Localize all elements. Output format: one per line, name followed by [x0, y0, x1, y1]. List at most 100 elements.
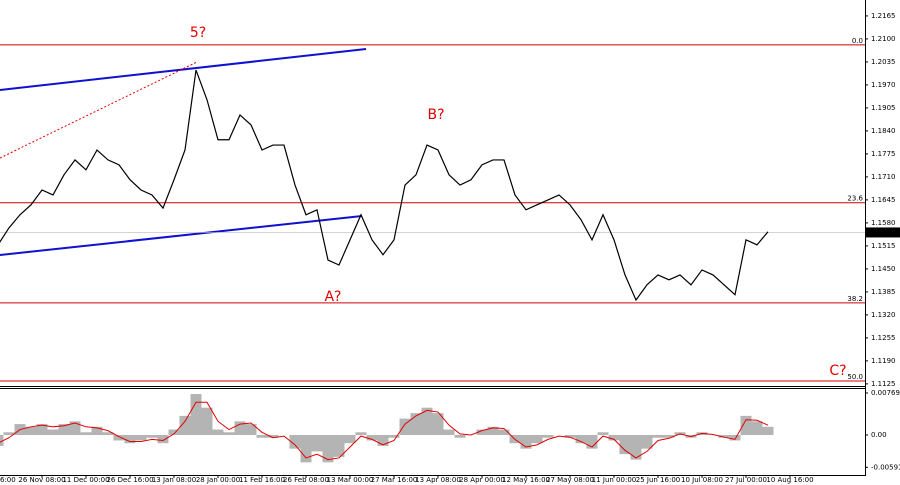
histogram-bar	[410, 413, 422, 436]
histogram-bar	[113, 435, 125, 441]
x-tick-label: 13 Jan 08:00	[152, 476, 196, 484]
histogram-bar	[146, 435, 158, 438]
histogram-bar	[421, 407, 433, 436]
y-tick-label: 1.1125	[871, 380, 896, 388]
y-tick-label: 1.1905	[871, 104, 896, 112]
histogram-bar	[234, 421, 246, 436]
x-tick-label: 28 Jan 00:00	[196, 476, 240, 484]
histogram-bar	[124, 435, 136, 444]
x-tick-label: 27 May 08:00	[546, 476, 594, 484]
histogram-bar	[157, 435, 169, 444]
histogram-bar	[388, 435, 400, 438]
histogram-bar	[25, 426, 37, 436]
histogram-bar	[729, 435, 741, 441]
histogram-bar	[608, 435, 620, 441]
x-tick-label: 11 Dec 00:00	[62, 476, 109, 484]
y-tick-label: -0.00591	[871, 463, 900, 471]
y-tick-label: 1.1190	[871, 357, 896, 365]
histogram-bar	[168, 429, 180, 436]
histogram-bar	[300, 435, 312, 463]
histogram-bar	[135, 435, 147, 441]
y-tick-label: 1.1970	[871, 81, 896, 89]
x-tick-label: 26 Nov 08:00	[18, 476, 65, 484]
level-label: 23.6	[847, 195, 863, 203]
price-line	[0, 69, 769, 302]
x-tick-label: 6:00	[0, 476, 16, 484]
histogram-bar	[190, 394, 202, 436]
histogram-bar	[289, 435, 301, 449]
histogram-bar	[245, 424, 257, 436]
histogram-bar	[740, 415, 752, 436]
signal-line	[0, 401, 769, 461]
level-label: 38.2	[847, 295, 863, 303]
histogram-bar	[399, 418, 411, 436]
x-tick-label: 10 Jul 08:00	[681, 476, 723, 484]
histogram-bar	[47, 429, 59, 436]
last-price-label: 1.1553	[871, 228, 896, 236]
x-tick-label: 11 Jun 00:00	[592, 476, 636, 484]
x-tick-label: 26 Dec 16:00	[106, 476, 153, 484]
histogram-bar	[443, 429, 455, 436]
histogram-bar	[212, 429, 224, 436]
channel-line	[0, 215, 363, 256]
wave-label: B?	[427, 107, 444, 123]
histogram-bar	[476, 429, 488, 436]
histogram-bar	[201, 407, 213, 436]
histogram-bar	[3, 432, 15, 436]
histogram-bar	[322, 435, 334, 463]
wave-label: 5?	[190, 25, 206, 41]
y-tick-label: 1.1710	[871, 173, 896, 181]
histogram-bar	[454, 435, 466, 438]
y-tick-label: 1.1515	[871, 242, 896, 250]
histogram-bar	[520, 435, 532, 449]
histogram-bar	[256, 435, 268, 438]
y-tick-label: 1.1385	[871, 288, 896, 296]
x-tick-label: 27 Mar 16:00	[371, 476, 418, 484]
histogram-bar	[619, 435, 631, 455]
histogram-bar	[751, 421, 763, 436]
histogram-bar	[762, 426, 774, 436]
last-price-box	[866, 227, 900, 238]
x-tick-label: 10 Aug 16:00	[766, 476, 813, 484]
histogram-bar	[718, 435, 730, 438]
histogram-bar	[80, 432, 92, 436]
level-label: 50.0	[847, 373, 863, 381]
y-tick-label: 0.00	[871, 431, 887, 439]
y-tick-label: 1.1450	[871, 265, 896, 273]
x-tick-label: 13 Mar 00:00	[327, 476, 374, 484]
x-tick-label: 28 Apr 00:00	[459, 476, 505, 484]
histogram-bar	[377, 435, 389, 446]
y-tick-label: 1.1255	[871, 334, 896, 342]
x-tick-label: 11 Feb 16:00	[239, 476, 285, 484]
y-tick-label: 1.1645	[871, 196, 896, 204]
histogram-bar	[498, 429, 510, 436]
x-tick-label: 12 May 16:00	[502, 476, 550, 484]
histogram-bar	[575, 435, 587, 444]
histogram-bar	[586, 435, 598, 449]
histogram-bar	[564, 435, 576, 438]
y-tick-label: 1.2165	[871, 12, 896, 20]
histogram-bar	[91, 426, 103, 436]
histogram-bar	[267, 435, 279, 438]
histogram-bar	[333, 435, 345, 457]
x-tick-label: 25 Jun 16:00	[636, 476, 680, 484]
trend-line	[0, 61, 198, 159]
histogram-bar	[355, 432, 367, 436]
histogram-bar	[344, 435, 356, 444]
y-tick-label: 1.1580	[871, 219, 896, 227]
wave-label: A?	[324, 289, 341, 305]
histogram-bar	[69, 421, 81, 436]
histogram-bar	[0, 435, 4, 446]
histogram-bar	[223, 432, 235, 436]
histogram-bar	[311, 435, 323, 452]
y-tick-label: 1.2100	[871, 35, 896, 43]
histogram-bar	[179, 415, 191, 436]
histogram-bar	[102, 432, 114, 436]
y-tick-label: 1.1320	[871, 311, 896, 319]
y-tick-label: 1.1840	[871, 127, 896, 135]
histogram-bar	[542, 435, 554, 438]
histogram-bar	[641, 435, 653, 449]
wave-label: C?	[829, 363, 846, 379]
